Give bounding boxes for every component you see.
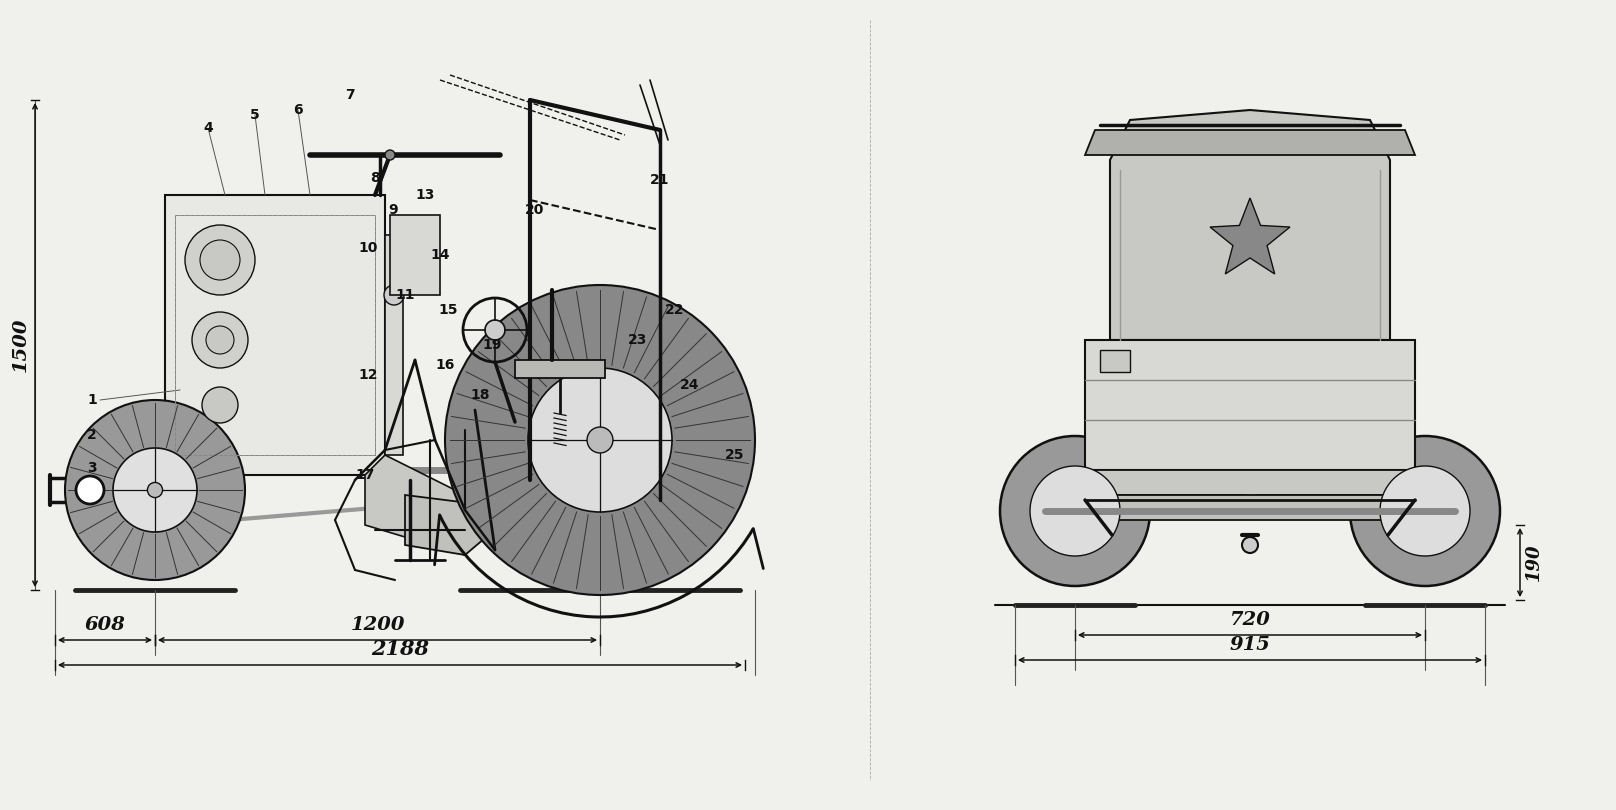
Circle shape — [1029, 466, 1120, 556]
Text: 9: 9 — [388, 203, 398, 217]
Circle shape — [1243, 537, 1257, 553]
Text: 8: 8 — [370, 171, 380, 185]
Polygon shape — [1110, 110, 1390, 340]
Bar — [389, 215, 440, 295]
Text: 3: 3 — [87, 461, 97, 475]
Circle shape — [200, 240, 241, 280]
Text: 16: 16 — [435, 358, 454, 372]
Text: 12: 12 — [359, 368, 378, 382]
Circle shape — [1380, 466, 1471, 556]
Bar — [175, 215, 375, 455]
Circle shape — [1349, 436, 1500, 586]
Bar — [1084, 340, 1416, 470]
Circle shape — [205, 326, 234, 354]
Circle shape — [485, 320, 504, 340]
Bar — [516, 360, 604, 378]
Circle shape — [1000, 436, 1151, 586]
Text: 22: 22 — [666, 303, 685, 317]
Polygon shape — [1210, 198, 1290, 274]
Text: 15: 15 — [438, 303, 457, 317]
Text: 11: 11 — [396, 288, 415, 302]
Bar — [165, 195, 385, 475]
Text: 21: 21 — [650, 173, 669, 187]
Text: 190: 190 — [1526, 544, 1543, 582]
Text: 17: 17 — [356, 468, 375, 482]
Circle shape — [147, 483, 163, 497]
Text: 10: 10 — [359, 241, 378, 255]
Text: 24: 24 — [680, 378, 700, 392]
Text: 2188: 2188 — [372, 639, 428, 659]
Circle shape — [113, 448, 197, 532]
Text: 608: 608 — [84, 616, 126, 634]
Text: 1: 1 — [87, 393, 97, 407]
Bar — [1070, 470, 1430, 495]
Text: 14: 14 — [430, 248, 449, 262]
Text: 720: 720 — [1230, 611, 1270, 629]
Text: 915: 915 — [1230, 636, 1270, 654]
Circle shape — [192, 312, 247, 368]
Bar — [175, 215, 375, 455]
Circle shape — [587, 427, 612, 453]
Text: 20: 20 — [525, 203, 545, 217]
Polygon shape — [406, 420, 566, 555]
Circle shape — [65, 400, 246, 580]
Bar — [1100, 350, 1130, 372]
Text: 18: 18 — [470, 388, 490, 402]
Text: 6: 6 — [292, 103, 302, 117]
Circle shape — [76, 476, 103, 504]
Polygon shape — [365, 455, 465, 555]
Circle shape — [184, 225, 255, 295]
Text: 2: 2 — [87, 428, 97, 442]
Circle shape — [385, 285, 404, 305]
Circle shape — [202, 387, 238, 423]
Text: 1200: 1200 — [351, 616, 404, 634]
Text: 25: 25 — [726, 448, 745, 462]
Text: 4: 4 — [204, 121, 213, 135]
Text: 1500: 1500 — [11, 318, 31, 373]
Circle shape — [385, 150, 394, 160]
Text: 23: 23 — [629, 333, 648, 347]
Bar — [385, 235, 402, 455]
Text: 7: 7 — [346, 88, 356, 102]
Polygon shape — [1084, 130, 1416, 155]
Circle shape — [444, 285, 755, 595]
Text: 13: 13 — [415, 188, 435, 202]
Text: 19: 19 — [482, 338, 501, 352]
Circle shape — [528, 368, 672, 512]
Text: 5: 5 — [250, 108, 260, 122]
Bar — [1096, 495, 1404, 520]
